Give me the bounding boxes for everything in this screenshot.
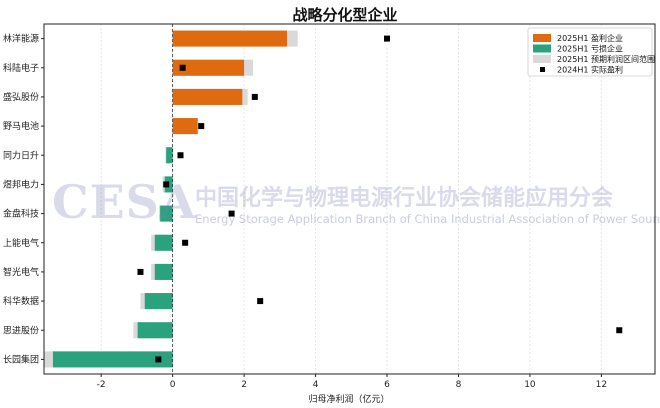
profit-bar-3: [172, 118, 198, 135]
marker-2024h1-5: [163, 181, 170, 188]
x-tick-label-0: -2: [97, 380, 106, 390]
legend-swatch-2: [533, 44, 551, 53]
x-tick-label-5: 8: [456, 380, 462, 390]
loss-bar-6: [160, 205, 173, 222]
marker-2024h1-3: [198, 123, 205, 130]
legend-label-3: 2024H1 实际盈利: [557, 65, 623, 75]
plot-frame: [43, 23, 656, 375]
legend-swatch-1: [533, 34, 551, 42]
marker-2024h1-7: [182, 239, 189, 246]
y-tick-label-6: 金盘科技: [3, 208, 39, 220]
legend-swatch-0: [533, 55, 551, 63]
y-tick-label-0: 林洋能源: [3, 33, 39, 45]
profit-bar-2: [172, 88, 243, 105]
marker-2024h1-4: [177, 152, 184, 159]
x-tick-labels: -2 0 2 4 6 8 10 12: [97, 374, 607, 390]
legend-box: [527, 27, 653, 77]
profit-bar-0: [172, 30, 287, 47]
legend-label-0: 2025H1 预期利润区间范围: [557, 54, 655, 64]
marker-2024h1-11: [155, 356, 162, 363]
legend-swatch-3: [540, 67, 545, 72]
marker-2024h1-8: [137, 268, 144, 275]
marker-2024h1-0: [384, 35, 391, 42]
marker-2024h1-6: [228, 210, 235, 217]
legend-label-1: 2025H1 盈利企业: [557, 33, 623, 43]
marker-2024h1-2: [251, 93, 258, 100]
marker-2024h1-9: [257, 298, 264, 305]
y-tick-label-11: 长园集团: [3, 353, 39, 365]
x-tick-label-7: 12: [596, 380, 607, 390]
marker-layer: [137, 35, 623, 363]
y-tick-label-3: 野马电池: [3, 120, 39, 132]
loss-bar-11: [52, 351, 173, 368]
x-tick-label-6: 10: [524, 380, 536, 390]
profit-bar-1: [172, 59, 245, 76]
y-tick-label-9: 科华数据: [3, 295, 39, 307]
y-tick-label-1: 科陆电子: [3, 62, 39, 74]
watermark: CESA 中国化学与物理电源行业协会储能应用分会 Energy Storage …: [52, 175, 660, 229]
y-tick-label-8: 智光电气: [3, 266, 39, 278]
y-tick-label-4: 同力日升: [3, 149, 39, 161]
x-tick-label-4: 6: [384, 380, 390, 390]
loss-bar-9: [144, 293, 173, 310]
x-tick-label-2: 2: [241, 380, 247, 390]
loss-bar-10: [137, 322, 173, 339]
loss-bar-4: [166, 147, 173, 164]
loss-bar-8: [154, 263, 173, 280]
y-tick-label-7: 上能电气: [3, 237, 39, 249]
x-tick-label-1: 0: [170, 380, 176, 390]
x-tick-label-3: 4: [313, 380, 319, 390]
loss-bar-7: [154, 234, 173, 251]
marker-2024h1-1: [179, 64, 186, 71]
y-tick-labels: 林洋能源科陆电子盛弘股份野马电池同力日升煜邦电力金盘科技上能电气智光电气科华数据…: [3, 33, 44, 365]
legend-label-2: 2025H1 亏损企业: [557, 44, 623, 54]
watermark-org-cn: 中国化学与物理电源行业协会储能应用分会: [195, 185, 613, 211]
x-axis-label: 归母净利润（亿元）: [308, 393, 389, 405]
watermark-org-en: Energy Storage Application Branch of Chi…: [195, 212, 660, 226]
watermark-logo-text: CESA: [52, 175, 197, 229]
chart-title: 战略分化型企业: [292, 6, 397, 24]
y-tick-label-10: 思进股份: [3, 324, 39, 336]
marker-2024h1-10: [616, 327, 623, 334]
y-tick-label-2: 盛弘股份: [3, 91, 39, 103]
y-tick-label-5: 煜邦电力: [3, 178, 39, 190]
